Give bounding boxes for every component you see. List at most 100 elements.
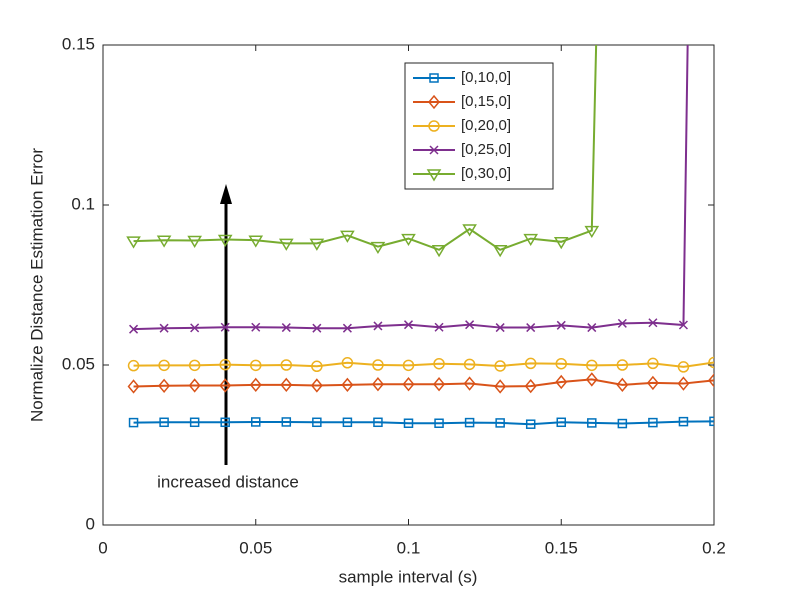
- marker: [158, 359, 170, 372]
- marker: [126, 236, 141, 249]
- marker: [463, 376, 476, 391]
- marker: [586, 359, 598, 372]
- legend-label: [0,15,0]: [461, 93, 511, 110]
- marker: [341, 377, 354, 393]
- marker: [220, 417, 230, 428]
- y-axis-label: Normalize Distance Estimation Error: [27, 148, 46, 422]
- x-tick-label: 0.05: [239, 538, 272, 557]
- marker: [464, 417, 475, 428]
- marker: [678, 320, 688, 330]
- y-tick-label: 0.15: [62, 34, 95, 53]
- y-tick-label: 0.1: [71, 194, 95, 213]
- y-tick-label: 0.05: [62, 354, 95, 373]
- marker: [585, 372, 598, 387]
- marker: [127, 359, 140, 372]
- marker: [434, 322, 444, 332]
- marker: [526, 323, 536, 333]
- marker: [278, 238, 294, 251]
- marker: [340, 230, 355, 243]
- y-tick-label: 0: [86, 514, 95, 533]
- series-line: [133, 420, 714, 426]
- marker: [524, 357, 537, 370]
- marker: [219, 378, 232, 393]
- marker: [250, 359, 262, 372]
- marker: [677, 376, 690, 391]
- marker: [617, 418, 628, 429]
- marker: [495, 323, 505, 333]
- marker: [556, 320, 566, 330]
- marker: [555, 374, 568, 390]
- marker: [217, 234, 233, 248]
- marker: [553, 237, 569, 250]
- marker: [646, 375, 659, 391]
- marker: [342, 417, 353, 428]
- x-tick-label: 0.1: [397, 538, 421, 557]
- marker: [159, 323, 169, 333]
- marker: [429, 73, 439, 83]
- marker: [188, 378, 201, 393]
- marker: [190, 323, 200, 333]
- marker: [281, 323, 291, 333]
- legend-label: [0,10,0]: [461, 69, 511, 86]
- marker: [156, 235, 172, 248]
- marker: [251, 417, 261, 427]
- marker: [372, 359, 384, 371]
- marker: [220, 322, 230, 332]
- marker: [708, 373, 714, 388]
- marker: [128, 417, 139, 428]
- marker: [401, 233, 416, 247]
- marker: [647, 357, 659, 370]
- marker: [616, 359, 629, 371]
- marker: [280, 359, 293, 371]
- marker: [312, 417, 322, 428]
- marker: [587, 418, 597, 428]
- marker: [402, 359, 415, 372]
- marker: [428, 120, 440, 132]
- series-line: [133, 45, 598, 251]
- marker: [403, 418, 414, 428]
- marker: [188, 359, 201, 372]
- marker: [433, 377, 446, 392]
- marker: [648, 417, 658, 428]
- marker: [462, 224, 477, 237]
- marker: [708, 356, 714, 369]
- marker: [616, 377, 629, 393]
- marker: [617, 318, 627, 328]
- marker: [311, 360, 323, 373]
- annotation: increased distance: [157, 472, 299, 491]
- x-tick-label: 0: [98, 538, 107, 557]
- marker: [281, 417, 292, 427]
- marker: [556, 417, 566, 428]
- marker: [709, 416, 714, 427]
- marker: [370, 241, 386, 255]
- marker: [678, 416, 689, 427]
- marker: [159, 417, 169, 428]
- marker: [248, 235, 264, 248]
- marker: [129, 324, 139, 334]
- marker: [189, 417, 200, 428]
- marker: [187, 235, 202, 248]
- marker: [584, 225, 600, 239]
- marker: [431, 245, 447, 258]
- annotation-arrowhead: [220, 184, 232, 204]
- marker: [495, 418, 505, 428]
- marker: [587, 323, 597, 333]
- marker: [525, 419, 536, 429]
- marker: [280, 377, 293, 393]
- legend-label: [0,25,0]: [461, 141, 511, 158]
- x-tick-label: 0.15: [545, 538, 578, 557]
- legend-label: [0,20,0]: [461, 117, 511, 134]
- marker: [342, 323, 352, 333]
- marker: [251, 322, 261, 332]
- marker: [309, 238, 325, 251]
- marker: [677, 361, 690, 373]
- marker: [465, 320, 475, 330]
- marker: [523, 233, 539, 247]
- marker: [127, 379, 140, 394]
- marker: [371, 377, 384, 392]
- marker: [463, 358, 476, 371]
- marker: [426, 169, 442, 182]
- x-tick-label: 0.2: [702, 538, 726, 557]
- marker: [373, 321, 383, 331]
